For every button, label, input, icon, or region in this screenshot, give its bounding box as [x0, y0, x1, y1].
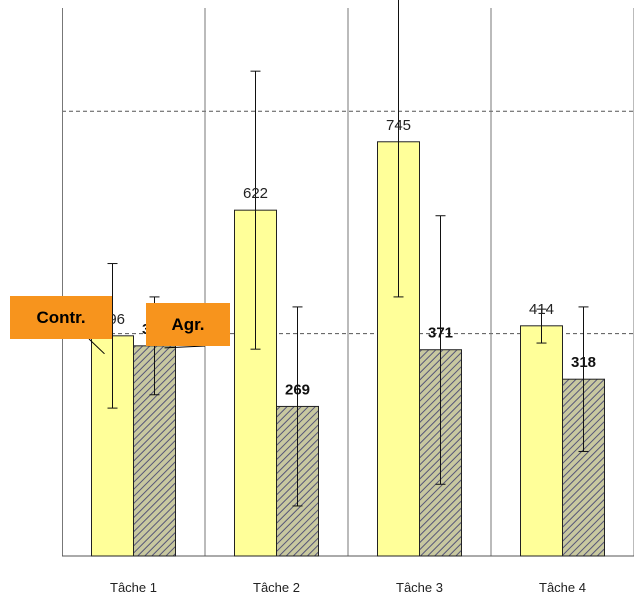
callout-lines — [88, 338, 206, 355]
x-tick-label: Tâche 2 — [253, 580, 300, 595]
agr-value-label-4: 318 — [571, 354, 596, 371]
contr-bar-4 — [520, 325, 563, 557]
contr-value-label-3: 745 — [386, 117, 411, 134]
contr-legend-tag: Contr. — [10, 296, 112, 339]
x-tick-label: Tâche 1 — [110, 580, 157, 595]
agr-legend-tag: Agr. — [146, 303, 230, 346]
contr-value-label-2: 622 — [243, 185, 268, 202]
x-tick-label: Tâche 3 — [396, 580, 443, 595]
agr-value-label-2: 269 — [285, 381, 310, 398]
contr-callout-line — [88, 338, 105, 355]
x-tick-label: Tâche 4 — [539, 580, 586, 595]
agr-callout-line — [164, 345, 206, 349]
error-bars — [107, 0, 589, 507]
contr-value-label-4: 414 — [529, 301, 554, 318]
agr-value-label-3: 371 — [428, 325, 453, 342]
